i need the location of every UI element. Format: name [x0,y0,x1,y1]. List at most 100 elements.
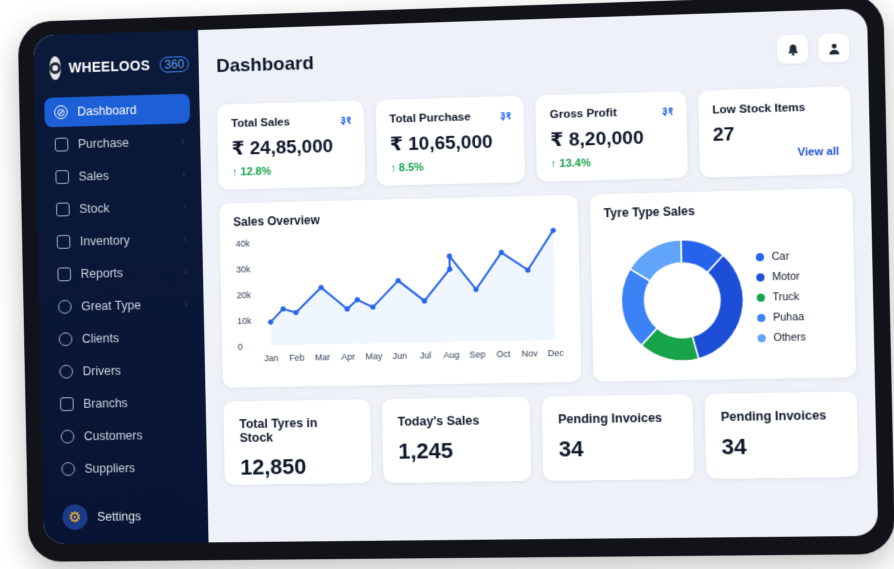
legend-dot [758,314,766,322]
stat-label: Total Purchase [389,110,509,125]
brand: WHEELOOS 360 [43,46,189,94]
stats-row: Total Sales ३१ ₹ 24,85,000 ↑ 12.8% Total… [217,86,852,190]
bottom-value: 34 [558,435,676,463]
sidebar-item-label: Reports [80,266,123,281]
sidebar-item-clients[interactable]: Clients [49,322,195,354]
cart-icon [55,138,69,152]
chevron-right-icon: › [185,299,188,310]
stat-value: ₹ 24,85,000 [231,135,350,161]
supplier-icon [61,462,75,476]
charts-row: Sales Overview 0 10k 20k 30k 40k Jan Feb Mar Apr… [219,188,856,388]
sidebar-item-drivers[interactable]: Drivers [50,355,196,387]
x-tick-label: Oct [496,349,511,359]
sidebar-item-label: Dashboard [77,103,136,118]
brand-name: WHEELOOS [69,57,151,75]
sidebar-item-stock[interactable]: Stock › [46,191,192,224]
x-tick-label: Mar [315,352,331,362]
stat-label: Low Stock Items [712,101,836,117]
tyre-icon [58,300,72,314]
legend-item: Puhaa [757,307,805,328]
sidebar-item-label: Suppliers [84,461,135,475]
box-icon [56,202,70,216]
bottom-label: Pending Invoices [721,408,841,424]
stat-change: ↑ 13.4% [551,155,673,170]
x-tick-label: Sep [469,349,485,359]
users-icon [59,332,73,346]
user-icon [827,41,841,55]
chevron-right-icon: › [181,136,184,147]
sidebar-item-label: Stock [79,201,110,216]
stat-card-gross-profit: Gross Profit ३१ ₹ 8,20,000 ↑ 13.4% [535,91,687,182]
chevron-right-icon: › [183,201,186,212]
x-tick-label: Apr [341,352,355,362]
x-tick-label: Jun [392,351,407,361]
sidebar-item-label: Branchs [83,396,128,410]
x-tick-label: Aug [443,350,459,360]
x-tick-label: Jan [264,353,278,363]
sidebar-item-suppliers[interactable]: Suppliers [52,452,198,483]
y-tick-label: 20k [237,290,252,300]
stat-label: Gross Profit [550,106,672,122]
sidebar-item-label: Purchase [78,136,129,151]
tyre-type-sales-card: Tyre Type Sales Car Motor Truck Puhaa Ot… [589,188,856,382]
calendar-icon: ३१ [500,108,512,123]
legend-label: Others [773,331,806,344]
sales-overview-card: Sales Overview 0 10k 20k 30k 40k Jan Feb Mar Apr… [219,195,581,388]
legend-dot [757,273,765,281]
chart-title: Tyre Type Sales [604,201,839,221]
main-content: Dashboard [198,8,878,542]
bottom-label: Today's Sales [397,413,514,429]
legend-label: Truck [772,291,799,304]
x-tick-label: Dec [548,348,565,358]
x-tick-label: May [365,351,383,361]
stat-card-total-purchase: Total Purchase ३१ ₹ 10,65,000 ↑ 8.5% [375,96,525,186]
sidebar-item-purchase[interactable]: Purchase › [45,126,191,160]
sidebar-item-label: Clients [82,331,119,345]
sidebar-item-sales[interactable]: Sales › [46,159,192,192]
pending-invoices-card: Pending Invoices 34 [704,392,858,479]
settings-label: Settings [97,510,141,524]
sidebar-item-reports[interactable]: Reports › [48,257,194,290]
brand-suffix: 360 [160,56,190,73]
y-tick-label: 40k [236,238,251,248]
legend-item: Motor [757,266,805,287]
sidebar-item-label: Customers [84,429,143,444]
sidebar-item-label: Sales [78,169,109,184]
x-tick-label: Feb [289,353,305,363]
sidebar-item-inventory[interactable]: Inventory › [47,224,193,257]
sidebar-item-branchs[interactable]: Branchs [50,387,196,419]
view-all-link[interactable]: View all [798,146,840,159]
calendar-icon: ३१ [662,104,674,119]
gear-icon: ⚙ [62,504,88,530]
sidebar-item-settings[interactable]: ⚙ Settings [53,503,151,530]
x-tick-label: Nov [521,348,538,358]
legend-dot [758,334,766,342]
stat-value: ₹ 10,65,000 [390,130,511,156]
stat-card-total-sales: Total Sales ३१ ₹ 24,85,000 ↑ 12.8% [217,100,365,189]
todays-sales-card: Today's Sales 1,245 [381,397,531,483]
notifications-button[interactable] [777,35,808,64]
page-title: Dashboard [216,53,314,78]
sales-area [269,230,556,345]
chart-legend: Car Motor Truck Puhaa Others [756,246,806,348]
calendar-icon: ३१ [340,113,352,128]
donut-slice-puhaa [620,268,657,345]
top-actions [777,33,850,64]
app-screen: WHEELOOS 360 ⊘ Dashboard Purchase › Sale… [33,8,878,544]
sidebar-item-great-type[interactable]: Great Type › [48,289,194,322]
sidebar-item-label: Drivers [82,364,121,378]
sidebar-nav: ⊘ Dashboard Purchase › Sales › Stock › [44,94,197,484]
profile-button[interactable] [818,33,850,62]
stat-change: ↑ 12.8% [232,164,351,179]
legend-item: Others [758,327,806,348]
y-tick-label: 10k [237,316,252,326]
chevron-right-icon: › [183,234,186,245]
sidebar-item-customers[interactable]: Customers [51,420,197,452]
clipboard-icon [57,235,71,249]
stat-value: 27 [713,121,837,147]
tyre-donut-chart [614,233,749,367]
x-tick-label: Jul [420,350,432,360]
sidebar-item-dashboard[interactable]: ⊘ Dashboard [44,94,190,128]
legend-dot [757,294,765,302]
receipt-icon [55,170,69,184]
